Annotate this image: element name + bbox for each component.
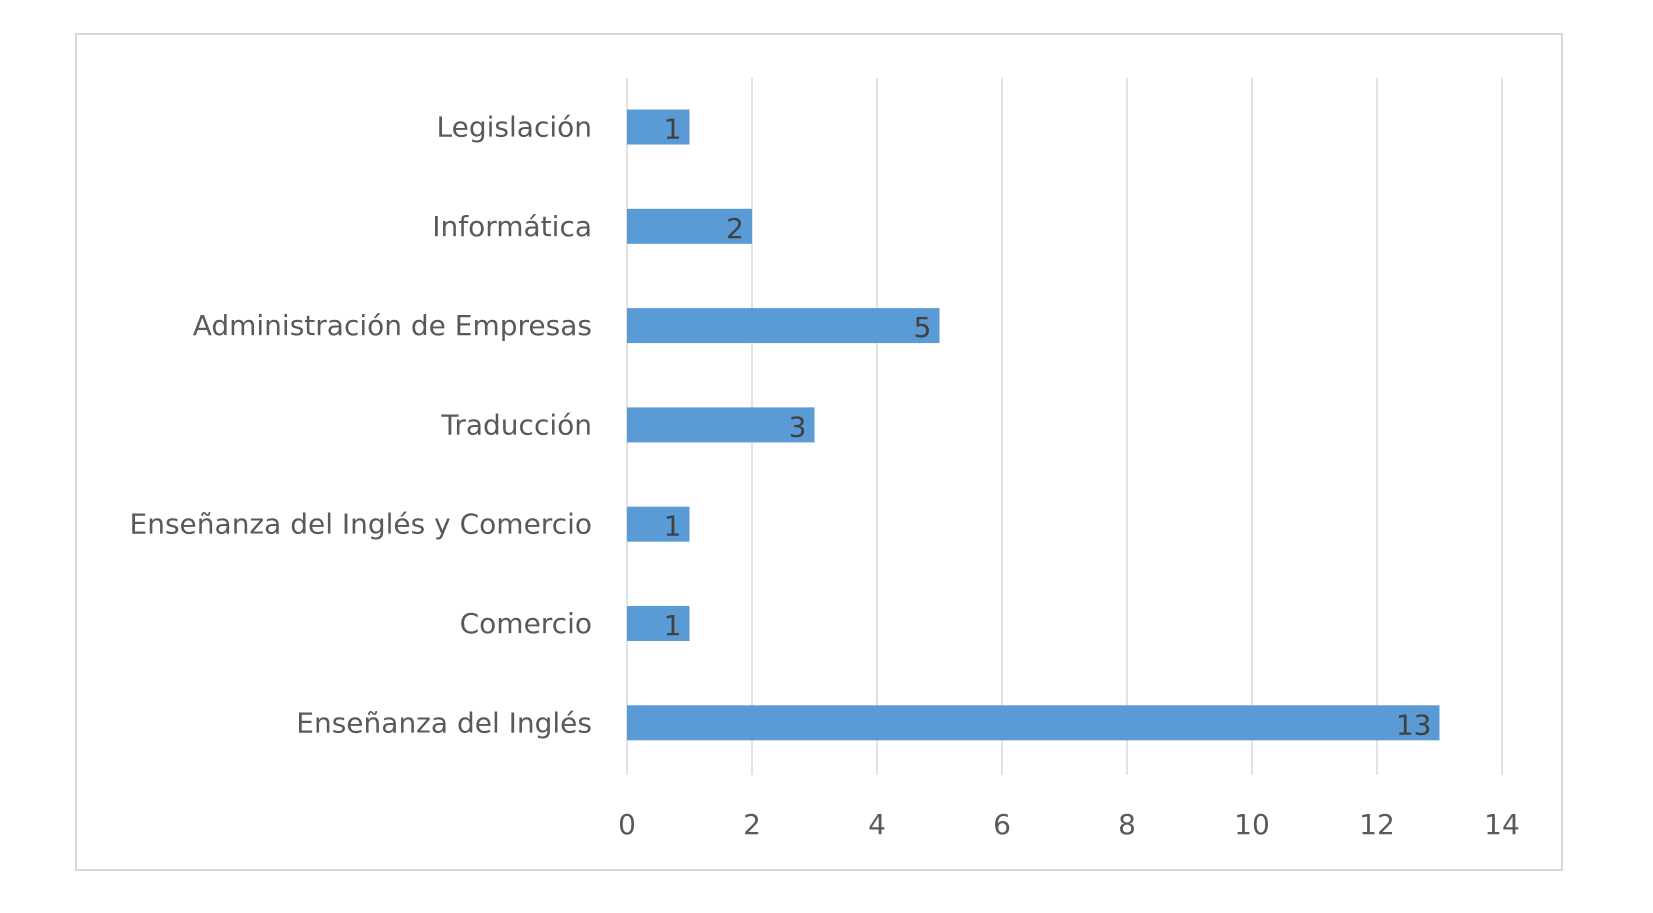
x-tick-label: 4 <box>868 808 886 841</box>
x-tick-labels: 0 2 4 6 8 10 12 14 <box>618 808 1520 841</box>
bars <box>627 109 1440 741</box>
data-label: 1 <box>664 609 682 642</box>
data-label: 2 <box>726 212 744 245</box>
category-label: Enseñanza del Inglés <box>296 706 592 739</box>
data-label: 3 <box>789 410 807 443</box>
x-tick-label: 0 <box>618 808 636 841</box>
x-tick-label: 6 <box>993 808 1011 841</box>
category-label: Legislación <box>437 111 592 144</box>
category-label: Informática <box>432 210 592 243</box>
category-label: Comercio <box>460 607 592 640</box>
gridlines <box>626 78 1503 775</box>
bar <box>627 606 690 641</box>
category-label: Enseñanza del Inglés y Comercio <box>130 508 592 541</box>
x-tick-label: 2 <box>743 808 761 841</box>
x-tick-label: 14 <box>1484 808 1520 841</box>
category-labels: Legislación Informática Administración de … <box>130 111 592 740</box>
bar <box>627 208 752 244</box>
data-labels: 1 2 5 3 1 1 13 <box>664 113 1432 742</box>
x-tick-label: 12 <box>1359 808 1395 841</box>
data-label: 1 <box>664 510 682 543</box>
data-label: 5 <box>914 311 932 344</box>
bar <box>627 705 1440 741</box>
category-label: Traducción <box>440 408 592 441</box>
bar <box>627 407 815 443</box>
bar <box>627 506 690 542</box>
category-label: Administración de Empresas <box>193 309 592 342</box>
bar <box>627 109 690 145</box>
x-tick-label: 8 <box>1118 808 1136 841</box>
data-label: 13 <box>1396 708 1432 741</box>
x-tick-label: 10 <box>1234 808 1270 841</box>
bar <box>627 308 940 344</box>
data-label: 1 <box>664 113 682 146</box>
